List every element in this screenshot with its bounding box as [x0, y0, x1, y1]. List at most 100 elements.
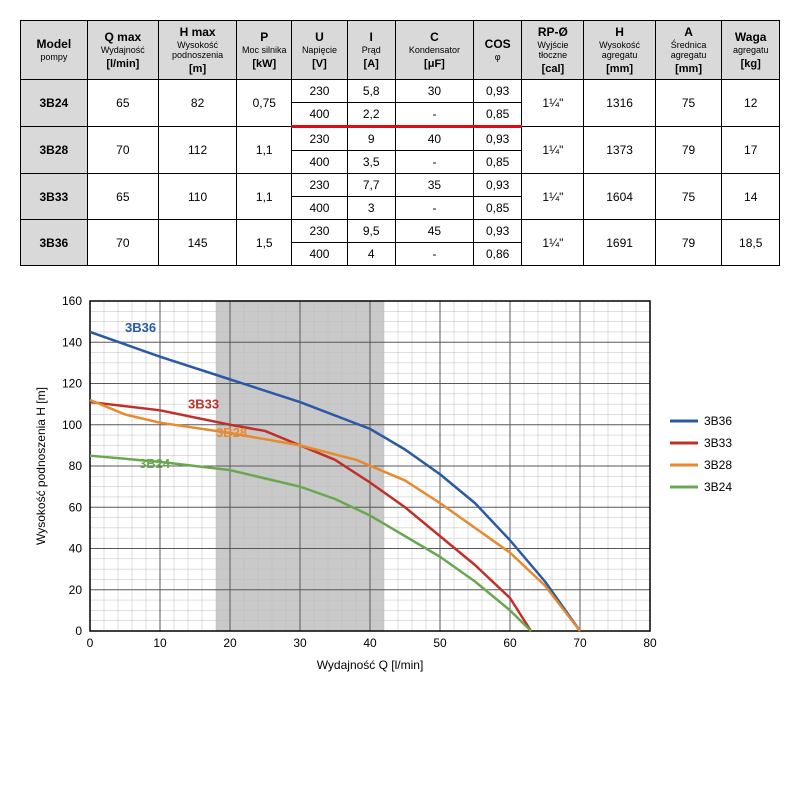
- cell: 75: [655, 80, 722, 127]
- cell: 1¼": [522, 174, 584, 220]
- cell: 110: [158, 174, 236, 220]
- cell: -: [395, 243, 473, 266]
- cell: 3: [347, 197, 395, 220]
- cell: 5,8: [347, 80, 395, 103]
- cell: 400: [292, 243, 347, 266]
- cell: 0,85: [474, 197, 522, 220]
- cell: 35: [395, 174, 473, 197]
- cell: 9: [347, 127, 395, 151]
- cell: 4: [347, 243, 395, 266]
- svg-text:10: 10: [153, 636, 167, 650]
- cell: 1,1: [237, 127, 292, 174]
- cell: 0,93: [474, 127, 522, 151]
- cell: 0,85: [474, 103, 522, 127]
- col-header-9: HWysokość agregatu[mm]: [584, 21, 655, 80]
- cell: 75: [655, 174, 722, 220]
- cell: 65: [87, 174, 158, 220]
- svg-text:3B24: 3B24: [704, 480, 732, 494]
- cell: 1691: [584, 220, 655, 266]
- cell: 18,5: [722, 220, 780, 266]
- cell: -: [395, 103, 473, 127]
- pump-spec-table: ModelpompyQ maxWydajność[l/min]H maxWyso…: [20, 20, 780, 266]
- cell: 12: [722, 80, 780, 127]
- cell: 1¼": [522, 127, 584, 174]
- svg-text:Wysokość podnoszenia H [m]: Wysokość podnoszenia H [m]: [34, 387, 48, 545]
- cell: 70: [87, 220, 158, 266]
- cell: 65: [87, 80, 158, 127]
- svg-text:3B36: 3B36: [704, 414, 732, 428]
- cell: 0,85: [474, 151, 522, 174]
- svg-text:30: 30: [293, 636, 307, 650]
- svg-text:3B28: 3B28: [216, 425, 247, 440]
- svg-text:20: 20: [223, 636, 237, 650]
- svg-text:140: 140: [62, 335, 82, 349]
- col-header-7: COSφ: [474, 21, 522, 80]
- col-header-6: CKondensator[μF]: [395, 21, 473, 80]
- cell: 14: [722, 174, 780, 220]
- cell: 1373: [584, 127, 655, 174]
- col-header-3: PMoc silnika[kW]: [237, 21, 292, 80]
- svg-text:60: 60: [503, 636, 517, 650]
- svg-text:50: 50: [433, 636, 447, 650]
- cell: 400: [292, 103, 347, 127]
- cell: 1,1: [237, 174, 292, 220]
- cell: 145: [158, 220, 236, 266]
- cell: 2,2: [347, 103, 395, 127]
- cell: 30: [395, 80, 473, 103]
- cell: 70: [87, 127, 158, 174]
- svg-text:80: 80: [69, 459, 83, 473]
- svg-text:160: 160: [62, 294, 82, 308]
- col-header-1: Q maxWydajność[l/min]: [87, 21, 158, 80]
- cell: 0,93: [474, 80, 522, 103]
- svg-text:20: 20: [69, 583, 83, 597]
- cell: 3B24: [21, 80, 88, 127]
- col-header-2: H maxWysokość podnoszenia[m]: [158, 21, 236, 80]
- svg-text:120: 120: [62, 377, 82, 391]
- cell: 230: [292, 127, 347, 151]
- cell: 17: [722, 127, 780, 174]
- cell: 3,5: [347, 151, 395, 174]
- col-header-4: UNapięcie[V]: [292, 21, 347, 80]
- svg-text:3B24: 3B24: [139, 456, 171, 471]
- svg-text:0: 0: [75, 624, 82, 638]
- cell: 1¼": [522, 220, 584, 266]
- cell: 9,5: [347, 220, 395, 243]
- cell: 3B36: [21, 220, 88, 266]
- cell: 1604: [584, 174, 655, 220]
- cell: 3B28: [21, 127, 88, 174]
- svg-text:100: 100: [62, 418, 82, 432]
- svg-text:3B36: 3B36: [125, 320, 156, 335]
- cell: 82: [158, 80, 236, 127]
- svg-text:3B33: 3B33: [704, 436, 732, 450]
- cell: 400: [292, 151, 347, 174]
- svg-text:0: 0: [87, 636, 94, 650]
- cell: 7,7: [347, 174, 395, 197]
- svg-text:3B28: 3B28: [704, 458, 732, 472]
- col-header-8: RP-ØWyjście tłoczne[cal]: [522, 21, 584, 80]
- cell: 0,93: [474, 220, 522, 243]
- svg-text:70: 70: [573, 636, 587, 650]
- col-header-11: Wagaagregatu[kg]: [722, 21, 780, 80]
- cell: 230: [292, 174, 347, 197]
- cell: 230: [292, 220, 347, 243]
- svg-text:80: 80: [643, 636, 657, 650]
- cell: 1¼": [522, 80, 584, 127]
- cell: 3B33: [21, 174, 88, 220]
- cell: -: [395, 151, 473, 174]
- cell: 1316: [584, 80, 655, 127]
- cell: 1,5: [237, 220, 292, 266]
- cell: 40: [395, 127, 473, 151]
- svg-text:3B33: 3B33: [188, 396, 219, 411]
- cell: 230: [292, 80, 347, 103]
- svg-text:Wydajność Q [l/min]: Wydajność Q [l/min]: [317, 658, 424, 672]
- cell: 79: [655, 127, 722, 174]
- cell: 79: [655, 220, 722, 266]
- svg-text:40: 40: [363, 636, 377, 650]
- col-header-0: Modelpompy: [21, 21, 88, 80]
- col-header-10: AŚrednica agregatu[mm]: [655, 21, 722, 80]
- cell: 400: [292, 197, 347, 220]
- svg-text:60: 60: [69, 500, 83, 514]
- cell: 0,93: [474, 174, 522, 197]
- cell: -: [395, 197, 473, 220]
- cell: 0,75: [237, 80, 292, 127]
